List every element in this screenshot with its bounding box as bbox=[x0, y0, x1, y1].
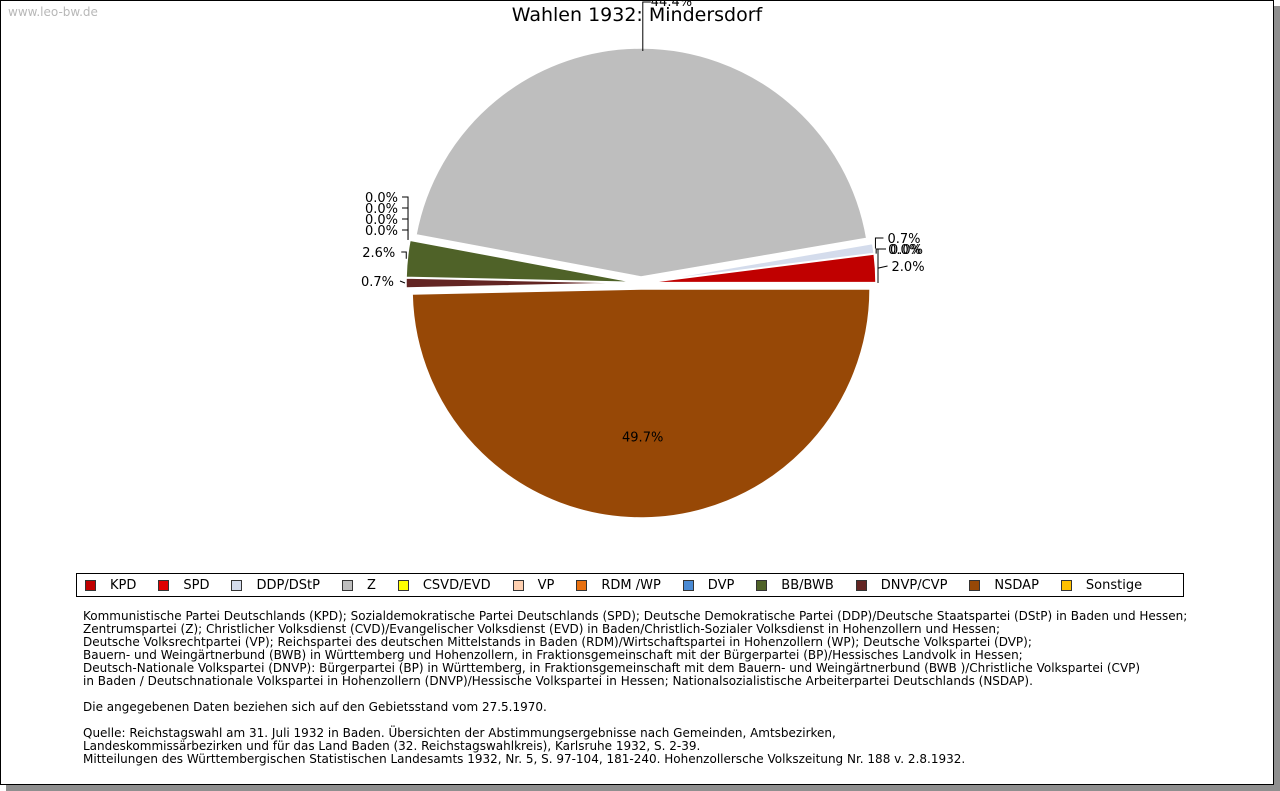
legend-label: SPD bbox=[183, 577, 210, 593]
slice-label: 0.0% bbox=[888, 243, 921, 258]
source-note: Mitteilungen des Württembergischen Stati… bbox=[83, 752, 966, 766]
legend-label: DDP/DStP bbox=[256, 577, 320, 593]
legend-label: CSVD/EVD bbox=[422, 577, 491, 593]
chart-legend: KPD SPD DDP/DStP Z CSVD/EVD VP RDM /WP DVP BB/BW… bbox=[76, 573, 1184, 597]
slice-label: 2.0% bbox=[892, 260, 925, 275]
label-leader-line bbox=[402, 207, 409, 240]
legend-swatch bbox=[231, 579, 243, 591]
legend-label: RDM /WP bbox=[601, 577, 661, 593]
legend-item: KPD bbox=[85, 578, 136, 593]
legend-item: NSDAP bbox=[969, 578, 1039, 593]
label-leader-line bbox=[877, 248, 886, 283]
legend-label: DVP bbox=[707, 577, 735, 593]
label-leader-line bbox=[402, 229, 409, 240]
legend-swatch bbox=[855, 579, 867, 591]
party-note: Zentrumspartei (Z); Christlicher Volksdi… bbox=[83, 622, 1001, 636]
chart-title: Wahlen 1932: Mindersdorf bbox=[511, 4, 763, 26]
label-leader-line bbox=[874, 237, 884, 249]
legend-label: BB/BWB bbox=[781, 577, 834, 593]
legend-item: Z bbox=[341, 577, 376, 593]
pie-slice-nsdap bbox=[411, 288, 871, 519]
party-note: Deutsche Volksrechtpartei (VP); Reichspa… bbox=[83, 635, 1032, 649]
legend-swatch bbox=[1060, 579, 1072, 591]
slice-label: 0.0% bbox=[365, 224, 398, 239]
slice-label: 0.0% bbox=[890, 243, 923, 258]
watermark: www.leo-bw.de bbox=[8, 5, 98, 19]
legend-item: BB/BWB bbox=[756, 577, 834, 593]
legend-item: RDM /WP bbox=[576, 577, 661, 593]
legend-item: SPD bbox=[158, 578, 209, 593]
legend-swatch bbox=[512, 579, 524, 591]
legend-swatch bbox=[158, 579, 170, 591]
legend-item: Sonstige bbox=[1060, 577, 1143, 593]
slice-label: 44.4% bbox=[651, 1, 692, 10]
territory-note: Die angegebenen Daten beziehen sich auf … bbox=[83, 700, 547, 714]
legend-label: NSDAP bbox=[994, 577, 1039, 593]
source-note: Quelle: Reichstagswahl am 31. Juli 1932 … bbox=[83, 726, 836, 740]
slice-label: 2.6% bbox=[362, 246, 395, 261]
legend-swatch bbox=[969, 579, 981, 591]
slice-label: 0.7% bbox=[887, 232, 920, 247]
label-leader-line bbox=[401, 251, 407, 259]
legend-item: VP bbox=[512, 577, 555, 593]
legend-label: DNVP/CVP bbox=[880, 577, 948, 593]
party-note: Deutsch-Nationale Volkspartei (DNVP): Bü… bbox=[83, 661, 1141, 675]
source-note: Landeskommissärbezirken und für das Land… bbox=[83, 739, 701, 753]
pie-slice-z bbox=[415, 47, 868, 278]
notes: Kommunistische Partei Deutschlands (KPD)… bbox=[83, 610, 1233, 766]
label-leader-line bbox=[402, 196, 409, 240]
slice-label: 0.0% bbox=[365, 191, 398, 206]
legend-item: DVP bbox=[682, 577, 735, 593]
slice-label: 0.0% bbox=[365, 202, 398, 217]
legend-item: DDP/DStP bbox=[231, 577, 320, 593]
legend-label: KPD bbox=[110, 577, 137, 593]
legend-item: CSVD/EVD bbox=[397, 577, 491, 593]
legend-swatch bbox=[682, 579, 694, 591]
label-leader-line bbox=[402, 218, 409, 240]
party-note: in Baden / Deutschnationale Volkspartei … bbox=[83, 674, 1033, 688]
slice-label: 0.7% bbox=[361, 275, 394, 290]
party-note: Bauern- und Weingärtnerbund (BWB) in Wür… bbox=[83, 648, 1023, 662]
label-leader-line bbox=[399, 280, 406, 284]
legend-swatch bbox=[397, 579, 409, 591]
legend-label: Z bbox=[366, 577, 376, 593]
legend-item: DNVP/CVP bbox=[855, 577, 948, 593]
legend-swatch bbox=[85, 579, 96, 591]
legend-label: VP bbox=[537, 577, 555, 593]
legend-label: Sonstige bbox=[1085, 577, 1143, 593]
pie-slice-dnvp-cvp bbox=[405, 277, 636, 289]
slice-label: 49.7% bbox=[622, 430, 663, 445]
label-leader-line bbox=[875, 248, 885, 254]
slice-label: 0.0% bbox=[365, 213, 398, 228]
party-note: Kommunistische Partei Deutschlands (KPD)… bbox=[83, 609, 1188, 623]
label-leader-line bbox=[877, 265, 888, 269]
label-leader-line bbox=[642, 1, 651, 52]
legend-swatch bbox=[756, 579, 768, 591]
legend-swatch bbox=[341, 579, 353, 591]
pie-chart: 2.0%0.0%0.7%44.4%0.0%0.0%0.0%0.0%2.6%0.7… bbox=[361, 1, 925, 519]
legend-swatch bbox=[576, 579, 588, 591]
pie-slice-ddp-dstp bbox=[646, 242, 875, 283]
